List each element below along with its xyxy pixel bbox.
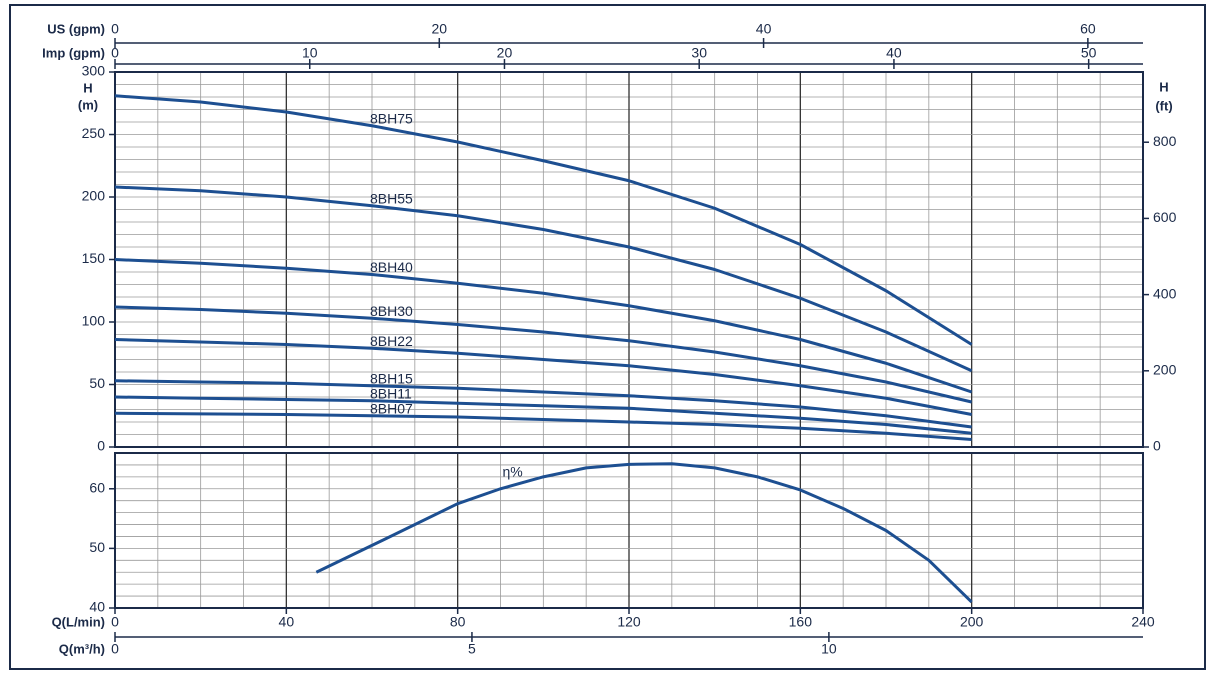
x-tick-label: 120 (617, 614, 641, 630)
y-tick-label: 100 (82, 313, 106, 329)
y-tick-label: 50 (89, 375, 105, 391)
y2-tick-label: 200 (1153, 362, 1177, 378)
curve (114, 411, 972, 441)
y2-axis-title: (ft) (1155, 98, 1172, 113)
y2-tick-label: 800 (1153, 133, 1177, 149)
y2-tick-label: 400 (1153, 285, 1177, 301)
y-tick-label: 40 (89, 599, 105, 615)
tick-label: 40 (886, 45, 902, 61)
tick-label: 40 (756, 21, 772, 37)
tick-label: 0 (111, 45, 119, 61)
y2-axis-title: H (1159, 79, 1168, 94)
tick-label: 30 (691, 45, 707, 61)
curve-label: 8BH30 (370, 303, 413, 319)
y-tick-label: 0 (97, 438, 105, 454)
curve-label: 8BH07 (370, 400, 413, 416)
curve (114, 94, 973, 346)
curve-label: 8BH75 (370, 110, 413, 126)
y-tick-label: 200 (82, 188, 106, 204)
x-axis-title: Q(L/min) (52, 614, 105, 629)
y-axis-title: (m) (78, 97, 98, 112)
tick-label: 0 (111, 641, 119, 657)
tick-label: 50 (1081, 45, 1097, 61)
x-tick-label: 200 (960, 614, 984, 630)
tick-label: 20 (497, 45, 513, 61)
axis-title: US (gpm) (47, 21, 105, 36)
tick-label: 20 (432, 21, 448, 37)
curve (114, 395, 972, 435)
curve-label: 8BH55 (370, 190, 413, 206)
curve-label: η% (503, 463, 523, 479)
curve-label: 8BH40 (370, 259, 413, 275)
curve (114, 379, 972, 429)
x-tick-label: 160 (789, 614, 813, 630)
x-tick-label: 240 (1131, 614, 1155, 630)
curve (114, 305, 973, 404)
tick-label: 60 (1080, 21, 1096, 37)
y-tick-label: 60 (89, 479, 105, 495)
y-axis-title: H (83, 80, 92, 95)
tick-label: 5 (468, 641, 476, 657)
curve (315, 462, 973, 604)
curve-label: 8BH11 (370, 385, 412, 401)
tick-label: 0 (111, 21, 119, 37)
curve (114, 258, 973, 394)
y-tick-label: 150 (82, 250, 106, 266)
y2-tick-label: 0 (1153, 438, 1161, 454)
axis-title: Q(m³/h) (59, 641, 105, 656)
x-tick-label: 80 (450, 614, 466, 630)
frame (9, 4, 1206, 670)
y-tick-label: 50 (89, 539, 105, 555)
curve-label: 8BH15 (370, 370, 413, 386)
axis-title: Imp (gpm) (42, 45, 105, 60)
y2-tick-label: 600 (1153, 209, 1177, 225)
x-tick-label: 0 (111, 614, 119, 630)
y-tick-label: 300 (82, 63, 106, 79)
curve (114, 185, 973, 373)
curve-label: 8BH22 (370, 333, 413, 349)
x-tick-label: 40 (279, 614, 295, 630)
plot-border (114, 452, 1144, 609)
y-tick-label: 250 (82, 125, 106, 141)
tick-label: 10 (302, 45, 318, 61)
tick-label: 10 (821, 641, 837, 657)
curve (114, 338, 972, 416)
